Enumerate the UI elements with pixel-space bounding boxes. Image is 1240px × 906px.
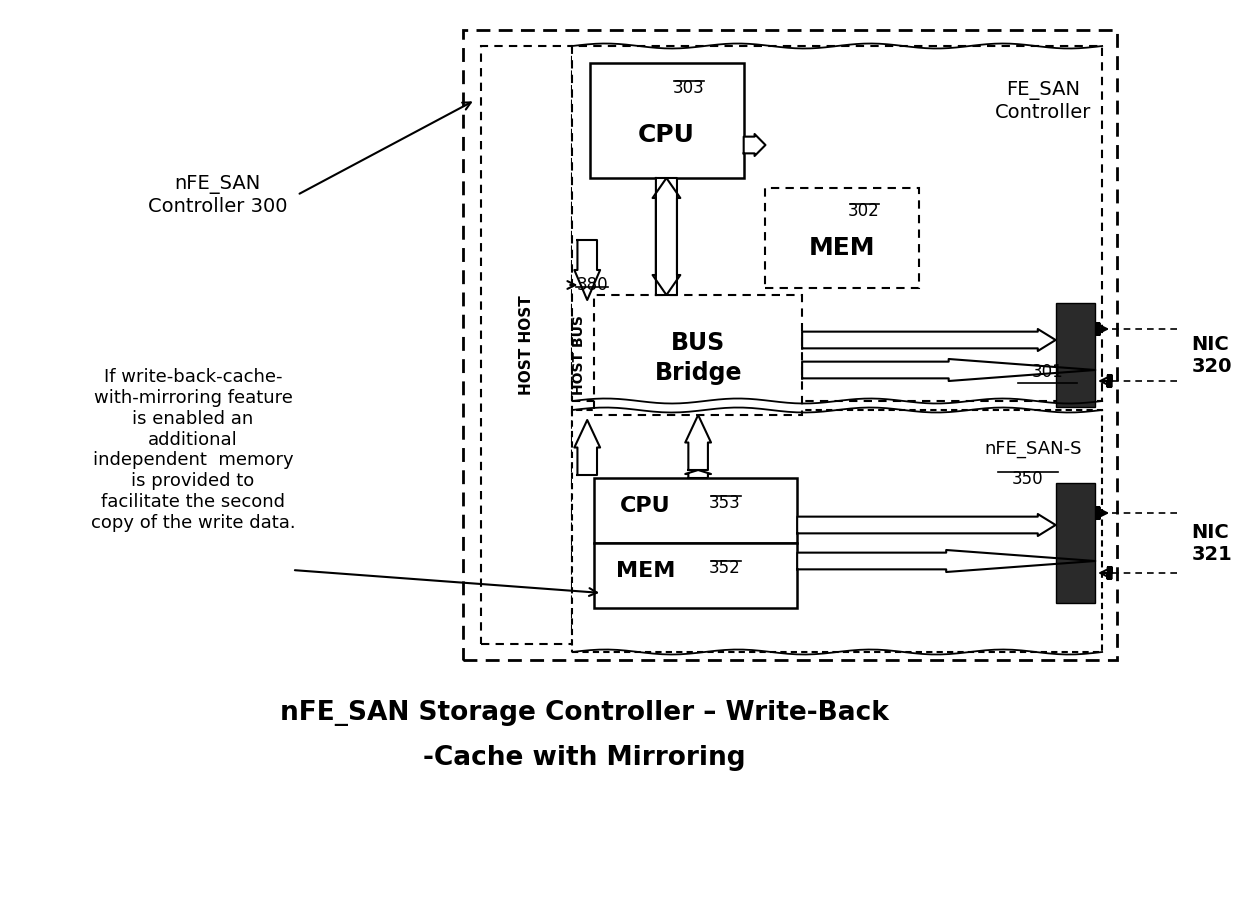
Bar bbox=[594, 478, 797, 543]
Text: CPU: CPU bbox=[620, 496, 671, 516]
Text: 301: 301 bbox=[1032, 363, 1064, 381]
Text: 350: 350 bbox=[1012, 470, 1044, 488]
Text: MEM: MEM bbox=[616, 561, 676, 581]
Text: 302: 302 bbox=[848, 202, 879, 220]
Text: FE_SAN
Controller: FE_SAN Controller bbox=[994, 81, 1091, 122]
Text: 353: 353 bbox=[709, 494, 740, 512]
Polygon shape bbox=[744, 134, 765, 156]
Text: NIC
321: NIC 321 bbox=[1192, 523, 1233, 564]
Text: 352: 352 bbox=[709, 559, 740, 577]
Text: MEM: MEM bbox=[808, 236, 875, 260]
Text: -Cache with Mirroring: -Cache with Mirroring bbox=[423, 745, 745, 771]
Bar bbox=[1055, 303, 1095, 407]
Text: nFE_SAN-S: nFE_SAN-S bbox=[985, 440, 1081, 458]
Bar bbox=[594, 295, 802, 415]
Bar bbox=[464, 30, 1117, 660]
Text: 380: 380 bbox=[577, 276, 608, 294]
Polygon shape bbox=[652, 178, 681, 295]
Polygon shape bbox=[686, 415, 711, 470]
Text: If write-back-cache-
with-mirroring feature
is enabled an
additional
independent: If write-back-cache- with-mirroring feat… bbox=[91, 368, 295, 532]
Text: nFE_SAN
Controller 300: nFE_SAN Controller 300 bbox=[148, 175, 288, 216]
Polygon shape bbox=[802, 359, 1095, 381]
Bar bbox=[594, 543, 797, 608]
Text: HOST BUS: HOST BUS bbox=[573, 315, 587, 395]
Polygon shape bbox=[574, 420, 600, 475]
Polygon shape bbox=[802, 329, 1055, 351]
Text: BUS: BUS bbox=[671, 331, 725, 355]
Polygon shape bbox=[797, 550, 1095, 572]
Text: HOST HOST: HOST HOST bbox=[520, 295, 534, 395]
Bar bbox=[765, 188, 919, 288]
Text: NIC
320: NIC 320 bbox=[1192, 334, 1231, 375]
Bar bbox=[573, 46, 1102, 401]
Text: nFE_SAN Storage Controller – Write-Back: nFE_SAN Storage Controller – Write-Back bbox=[280, 700, 889, 726]
Bar bbox=[1055, 483, 1095, 603]
Text: 303: 303 bbox=[672, 79, 704, 97]
Bar bbox=[481, 46, 573, 644]
Polygon shape bbox=[574, 240, 600, 300]
Polygon shape bbox=[652, 178, 681, 295]
Polygon shape bbox=[797, 514, 1055, 536]
Bar bbox=[573, 410, 1102, 652]
Bar bbox=[590, 63, 744, 178]
Text: CPU: CPU bbox=[639, 123, 694, 147]
Text: Bridge: Bridge bbox=[655, 361, 742, 385]
Polygon shape bbox=[686, 470, 711, 478]
